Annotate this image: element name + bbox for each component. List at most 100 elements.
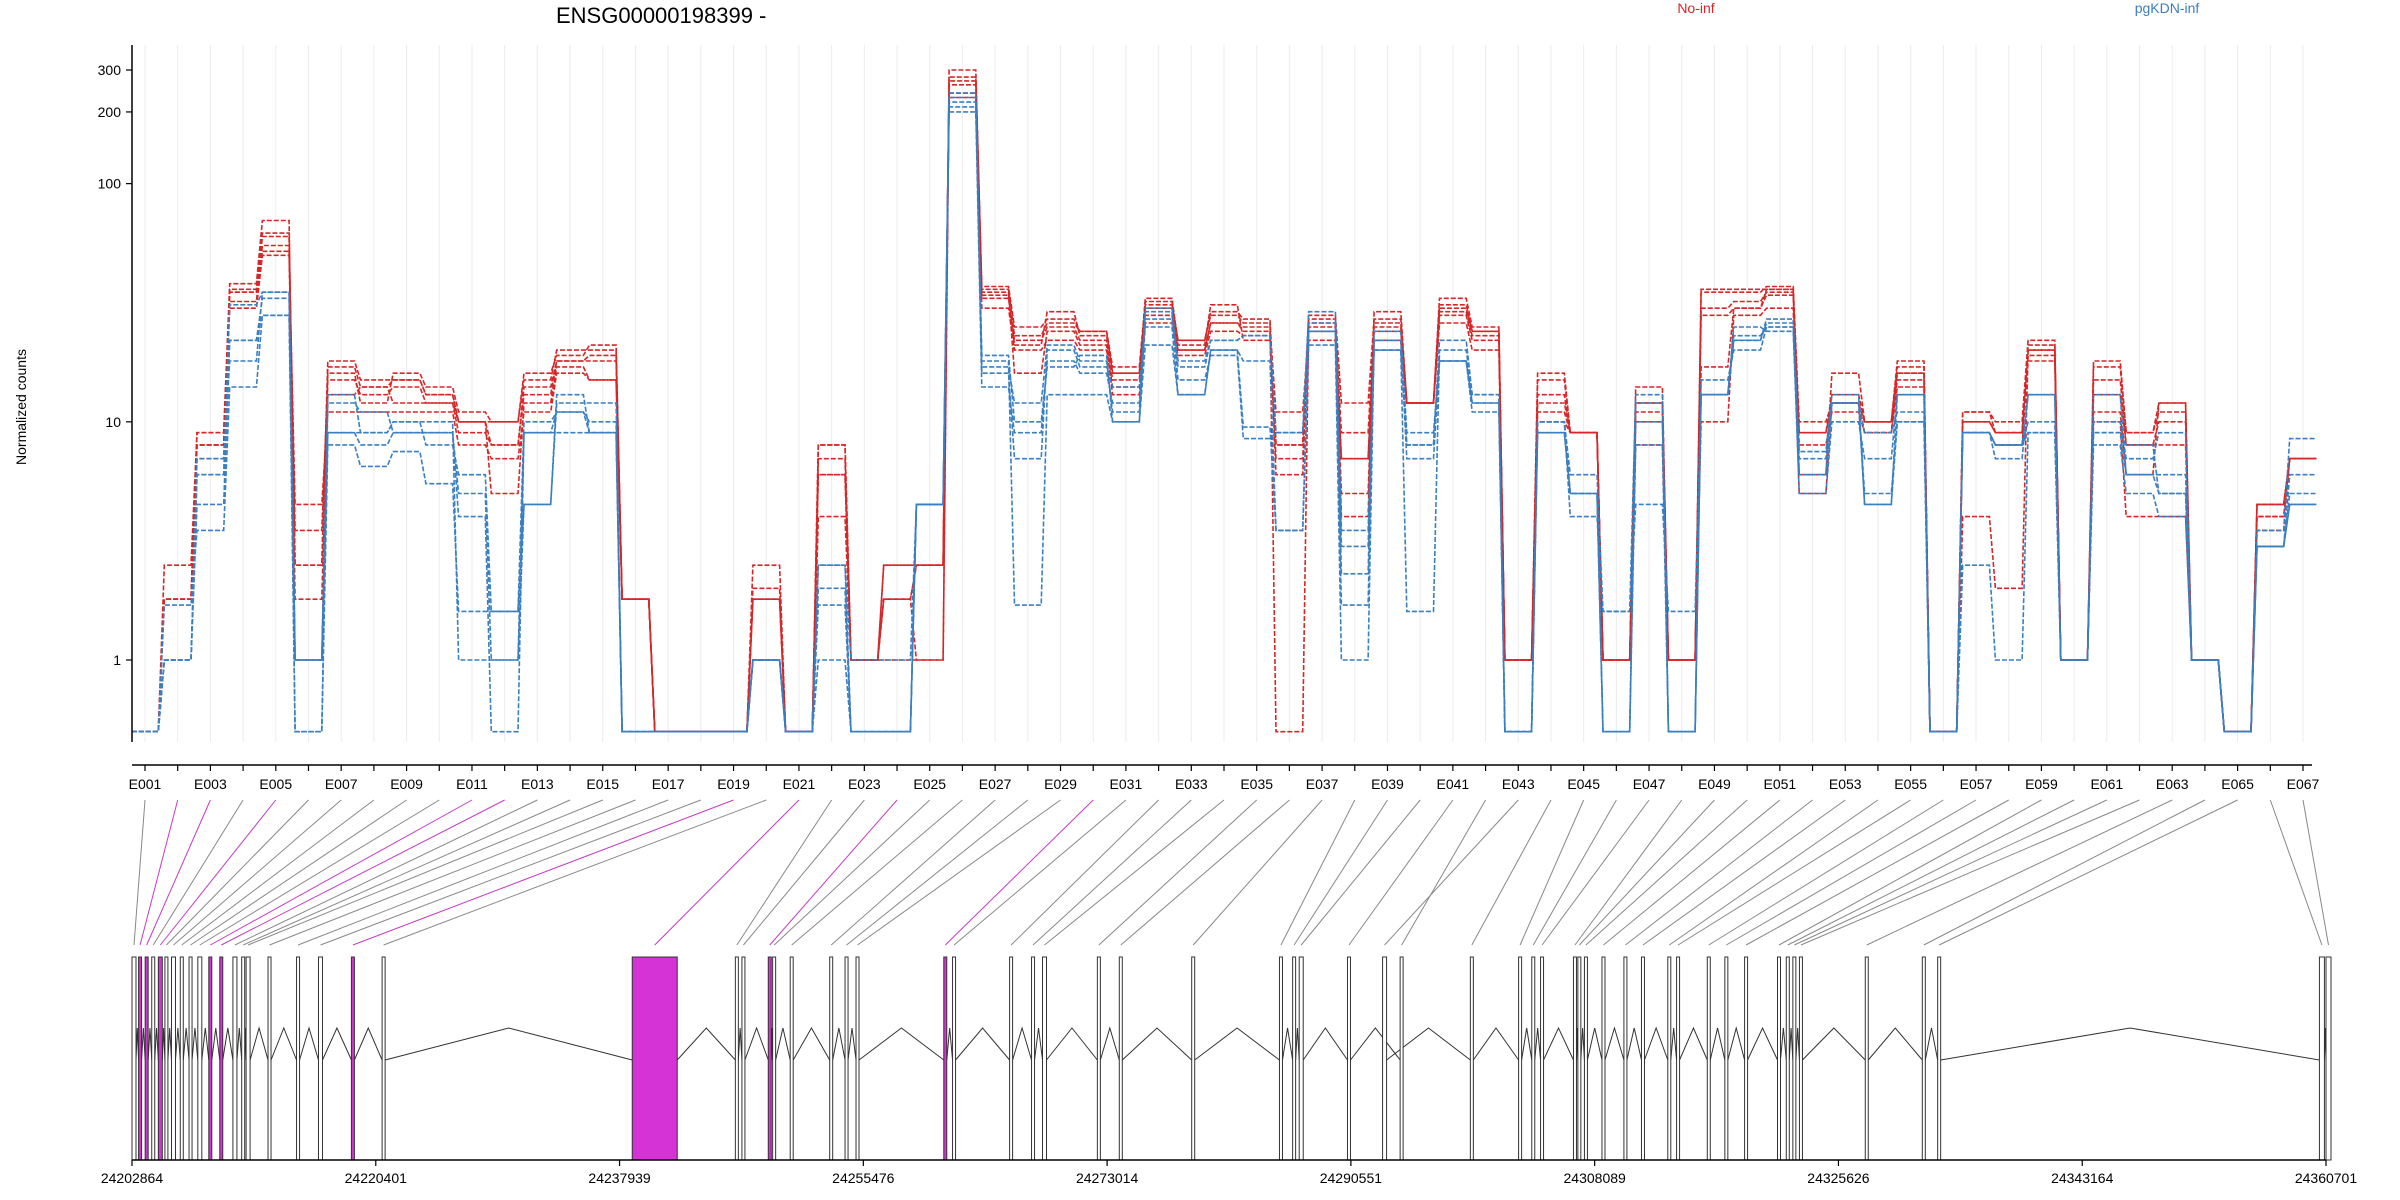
exon-connector bbox=[1532, 799, 1617, 946]
y-tick-label: 200 bbox=[98, 104, 122, 120]
exon-connector bbox=[1642, 799, 1846, 946]
exon-box bbox=[179, 956, 184, 1161]
exon-connector bbox=[297, 799, 669, 946]
exon-box bbox=[1792, 956, 1797, 1161]
intron-line bbox=[1709, 1027, 1726, 1061]
x-tick-label: E051 bbox=[1763, 776, 1796, 792]
exon-box bbox=[772, 956, 777, 1161]
exon-connector bbox=[242, 799, 571, 946]
x-tick-label: E041 bbox=[1437, 776, 1470, 792]
exon-connector bbox=[1280, 799, 1356, 946]
exon-connector bbox=[1032, 799, 1192, 946]
exon-connector bbox=[857, 799, 1061, 946]
exon-connector bbox=[1800, 799, 2140, 946]
genome-tick-label: 24343164 bbox=[2051, 1170, 2114, 1186]
intron-line bbox=[1012, 1026, 1033, 1061]
intron-line bbox=[174, 1027, 181, 1061]
exon-box bbox=[1009, 956, 1014, 1161]
exon-box bbox=[1785, 956, 1790, 1161]
exon-box bbox=[943, 956, 948, 1161]
exon-box bbox=[855, 956, 860, 1161]
x-tick-label: E035 bbox=[1240, 776, 1273, 792]
exon-connector bbox=[234, 799, 538, 946]
x-tick-label: E065 bbox=[2221, 776, 2254, 792]
x-tick-label: E039 bbox=[1371, 776, 1404, 792]
exon-box bbox=[208, 956, 213, 1161]
exon-connector bbox=[146, 799, 211, 946]
exon-connector bbox=[769, 799, 898, 946]
exon-connector bbox=[1541, 799, 1650, 946]
exon-connector bbox=[1726, 799, 1977, 946]
exon-box bbox=[631, 956, 678, 1161]
intron-line bbox=[955, 1027, 1010, 1061]
exon-connector bbox=[173, 799, 342, 946]
exon-connector bbox=[1585, 799, 1748, 946]
intron-line bbox=[211, 1027, 221, 1061]
exon-box bbox=[1518, 956, 1523, 1161]
exon-connector bbox=[654, 799, 800, 946]
intron-line bbox=[676, 1027, 736, 1061]
exon-box bbox=[952, 956, 957, 1161]
exon-connector bbox=[1098, 799, 1258, 946]
exon-connector bbox=[1519, 799, 1585, 946]
exon-box bbox=[1531, 956, 1536, 1161]
exon-connector bbox=[159, 799, 277, 946]
exon-connector bbox=[1745, 799, 2009, 946]
x-tick-label: E043 bbox=[1502, 776, 1535, 792]
intron-line bbox=[1521, 1027, 1533, 1061]
x-tick-label: E057 bbox=[1960, 776, 1993, 792]
exon-box bbox=[157, 956, 163, 1161]
exon-connector bbox=[830, 799, 996, 946]
intron-line bbox=[1194, 1027, 1280, 1061]
intron-line bbox=[737, 1027, 743, 1061]
exon-box bbox=[1798, 956, 1803, 1161]
intron-line bbox=[1644, 1026, 1669, 1061]
exon-box bbox=[188, 956, 193, 1161]
legend-no-inf: No-inf bbox=[1677, 0, 1714, 16]
intron-line bbox=[299, 1026, 319, 1061]
exon-connector bbox=[1401, 799, 1487, 946]
y-tick-label: 1 bbox=[113, 652, 121, 668]
exon-box bbox=[144, 956, 149, 1161]
exon-box bbox=[1676, 956, 1681, 1161]
intron-line bbox=[1780, 1027, 1787, 1061]
exon-connector bbox=[2269, 799, 2323, 946]
exon-connector bbox=[190, 799, 407, 946]
exon-box bbox=[1864, 956, 1869, 1161]
genome-tick-label: 24290551 bbox=[1320, 1170, 1383, 1186]
exon-connector bbox=[1866, 799, 2173, 946]
x-tick-label: E059 bbox=[2025, 776, 2058, 792]
exon-connector bbox=[1923, 799, 2206, 946]
intron-line bbox=[1924, 1027, 1939, 1061]
exon-box bbox=[1706, 956, 1711, 1161]
intron-line bbox=[201, 1027, 210, 1061]
exon-connector bbox=[736, 799, 833, 946]
intron-line bbox=[744, 1026, 769, 1061]
exon-connector bbox=[1348, 799, 1454, 946]
exon-box bbox=[296, 956, 301, 1161]
x-tick-label: E037 bbox=[1306, 776, 1339, 792]
x-tick-label: E025 bbox=[913, 776, 946, 792]
intron-line bbox=[1543, 1026, 1574, 1061]
exon-connector bbox=[152, 799, 244, 946]
genome-tick-label: 24202864 bbox=[101, 1170, 164, 1186]
x-tick-label: E063 bbox=[2156, 776, 2189, 792]
intron-line bbox=[154, 1027, 159, 1061]
x-tick-label: E017 bbox=[652, 776, 685, 792]
intron-line bbox=[322, 1026, 352, 1061]
genome-tick-label: 24360701 bbox=[2295, 1170, 2358, 1186]
intron-line bbox=[384, 1027, 633, 1061]
intron-line bbox=[1747, 1026, 1778, 1061]
gene-model bbox=[131, 956, 2332, 1161]
intron-line bbox=[1121, 1027, 1193, 1061]
genome-tick-label: 24308089 bbox=[1564, 1170, 1627, 1186]
exon-box bbox=[844, 956, 849, 1161]
exon-box bbox=[197, 956, 203, 1161]
exon-box bbox=[2325, 956, 2332, 1161]
exon-box bbox=[170, 956, 176, 1161]
intron-line bbox=[1472, 1027, 1520, 1061]
series-group bbox=[131, 69, 2317, 733]
exon-box bbox=[1191, 956, 1196, 1161]
exon-box bbox=[138, 956, 143, 1161]
intron-line bbox=[1867, 1027, 1923, 1061]
